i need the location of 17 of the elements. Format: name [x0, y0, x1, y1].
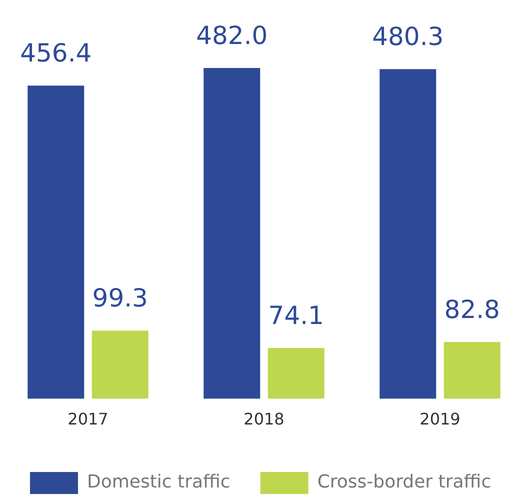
data-label: 74.1 [268, 300, 324, 330]
bar [28, 86, 84, 399]
x-tick-label: 2017 [68, 410, 108, 429]
data-label: 482.0 [196, 21, 268, 50]
data-label: 82.8 [444, 294, 500, 324]
legend-label: Cross-border traffic [317, 472, 492, 493]
bar [380, 69, 436, 399]
bar [92, 330, 148, 399]
bar [204, 68, 260, 399]
bar [268, 348, 324, 399]
data-label: 456.4 [20, 38, 92, 68]
x-tick-label: 2019 [420, 410, 460, 429]
bar [444, 342, 500, 399]
x-tick-label: 2018 [244, 410, 284, 429]
data-label: 99.3 [92, 284, 148, 313]
legend-label: Domestic traffic [87, 472, 230, 493]
data-label: 480.3 [372, 22, 444, 52]
